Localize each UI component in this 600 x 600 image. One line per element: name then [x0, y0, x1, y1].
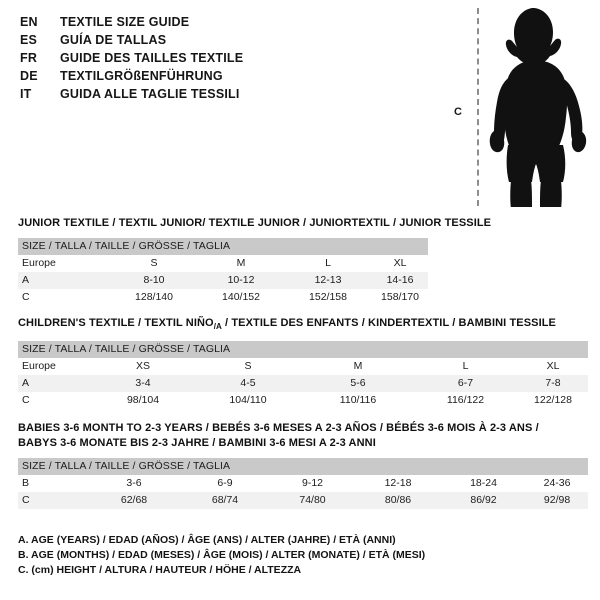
table-row: Europe XS S M L XL [18, 358, 588, 375]
cell: 12-13 [284, 272, 372, 289]
cell: 4-5 [193, 375, 303, 393]
section-title-junior: JUNIOR TEXTILE / TEXTIL JUNIOR/ TEXTILE … [18, 217, 492, 229]
row-label: Europe [22, 257, 56, 269]
cell: 116/122 [446, 394, 485, 407]
language-title-block: EN TEXTILE SIZE GUIDE ES GUÍA DE TALLAS … [20, 13, 420, 103]
language-code: EN [20, 15, 38, 29]
cell: 14-16 [372, 272, 429, 289]
legend-row-b: B. AGE (MONTHS) / EDAD (MESES) / ÂGE (MO… [18, 549, 426, 561]
section-title-children-pre: CHILDREN'S TEXTILE / TEXTIL NIÑO [18, 317, 214, 329]
language-row-en: EN TEXTILE SIZE GUIDE [20, 13, 420, 31]
cell: 9-12 [301, 477, 323, 489]
cell: 6-7 [413, 375, 518, 393]
section-title-children: CHILDREN'S TEXTILE / TEXTIL NIÑO/A / TEX… [18, 316, 588, 334]
table-row: C 62/68 68/74 74/80 80/86 86/92 92/98 [18, 492, 589, 509]
cell: XL [546, 360, 560, 373]
cell: 8-10 [110, 272, 198, 289]
language-row-es: ES GUÍA DE TALLAS [20, 31, 420, 49]
cell: 140/152 [222, 291, 260, 303]
cell: 18-24 [470, 477, 497, 489]
height-figure: C [440, 0, 600, 212]
cell: M [236, 257, 246, 269]
junior-size-table: SIZE / TALLA / TAILLE / GRÖSSE / TAGLIA … [18, 238, 429, 306]
table-row: C 98/104 104/110 110/116 116/122 122/128 [18, 392, 588, 409]
cell: 3-6 [126, 477, 142, 489]
section-title-children-subscript: /A [213, 322, 222, 332]
cell: 122/128 [534, 394, 572, 407]
language-title: TEXTILGRÖßENFÜHRUNG [60, 69, 223, 83]
row-label: Europe [22, 360, 56, 373]
table-row: Europe S M L XL [18, 255, 428, 272]
section-junior: JUNIOR TEXTILE / TEXTIL JUNIOR/ TEXTILE … [18, 216, 491, 306]
section-title-babies-line2: BABYS 3-6 MONATE BIS 2-3 JAHRE / BAMBINI… [18, 437, 376, 449]
cell: M [353, 360, 363, 373]
row-label: A [18, 272, 110, 289]
row-label: C [22, 291, 30, 303]
legend-row-a: A. AGE (YEARS) / EDAD (AÑOS) / ÂGE (ANS)… [18, 534, 396, 546]
cell: 80/86 [355, 492, 441, 509]
cell: 24-36 [543, 477, 571, 489]
cell: L [325, 257, 331, 269]
height-measure-label: C [454, 106, 462, 118]
cell: 3-4 [93, 375, 193, 393]
cell: 68/74 [180, 492, 270, 509]
table-band-row: SIZE / TALLA / TAILLE / GRÖSSE / TAGLIA [18, 341, 588, 359]
language-title: GUÍA DE TALLAS [60, 33, 167, 47]
legend-block: A. AGE (YEARS) / EDAD (AÑOS) / ÂGE (ANS)… [18, 533, 518, 578]
table-band-row: SIZE / TALLA / TAILLE / GRÖSSE / TAGLIA [18, 458, 589, 475]
language-code: FR [20, 51, 38, 65]
cell: 12-18 [384, 477, 412, 489]
row-label: C [18, 492, 88, 509]
cell: 86/92 [441, 492, 526, 509]
language-title: TEXTILE SIZE GUIDE [60, 15, 190, 29]
table-band-row: SIZE / TALLA / TAILLE / GRÖSSE / TAGLIA [18, 238, 429, 255]
section-title-children-post: / TEXTILE DES ENFANTS / KINDERTEXTIL / B… [221, 317, 556, 329]
cell: S [150, 257, 158, 269]
cell: L [462, 360, 469, 373]
toddler-silhouette-icon [489, 8, 587, 207]
cell: 128/140 [135, 291, 173, 303]
band-label-children: SIZE / TALLA / TAILLE / GRÖSSE / TAGLIA [18, 341, 588, 359]
row-label: C [22, 394, 30, 407]
language-row-de: DE TEXTILGRÖßENFÜHRUNG [20, 67, 420, 85]
language-title: GUIDE DES TAILLES TEXTILE [60, 51, 244, 65]
language-code: ES [20, 33, 38, 47]
language-title: GUIDA ALLE TAGLIE TESSILI [60, 87, 240, 101]
row-label: A [18, 375, 93, 393]
cell: 62/68 [88, 492, 180, 509]
table-row: A 3-4 4-5 5-6 6-7 7-8 [18, 375, 588, 393]
language-code: IT [20, 87, 32, 101]
cell: 5-6 [303, 375, 413, 393]
cell: XL [393, 257, 407, 269]
cell: 152/158 [309, 291, 347, 303]
babies-size-table: SIZE / TALLA / TAILLE / GRÖSSE / TAGLIA … [18, 458, 589, 509]
cell: S [244, 360, 252, 373]
section-children: CHILDREN'S TEXTILE / TEXTIL NIÑO/A / TEX… [18, 316, 588, 409]
row-label: B [22, 477, 30, 489]
cell: 92/98 [526, 492, 589, 509]
cell: 7-8 [518, 375, 588, 393]
language-code: DE [20, 69, 38, 83]
section-babies: BABIES 3-6 MONTH TO 2-3 YEARS / BEBÉS 3-… [18, 421, 589, 509]
table-row: B 3-6 6-9 9-12 12-18 18-24 24-36 [18, 475, 588, 492]
cell: 10-12 [198, 272, 284, 289]
height-measure-dashed-line [477, 8, 479, 206]
cell: 104/110 [229, 394, 267, 407]
cell: 74/80 [270, 492, 355, 509]
cell: 110/116 [339, 394, 377, 407]
cell: 6-9 [217, 477, 233, 489]
table-row: A 8-10 10-12 12-13 14-16 [18, 272, 429, 289]
table-row: C 128/140 140/152 152/158 158/170 [18, 289, 428, 306]
children-size-table: SIZE / TALLA / TAILLE / GRÖSSE / TAGLIA … [18, 341, 588, 409]
band-label-babies: SIZE / TALLA / TAILLE / GRÖSSE / TAGLIA [18, 458, 589, 475]
section-title-babies-line1: BABIES 3-6 MONTH TO 2-3 YEARS / BEBÉS 3-… [18, 422, 539, 434]
language-row-it: IT GUIDA ALLE TAGLIE TESSILI [20, 85, 420, 103]
cell: 98/104 [126, 394, 160, 407]
language-row-fr: FR GUIDE DES TAILLES TEXTILE [20, 49, 420, 67]
band-label-junior: SIZE / TALLA / TAILLE / GRÖSSE / TAGLIA [18, 238, 429, 255]
cell: 158/170 [381, 291, 419, 303]
legend-row-c: C. (cm) HEIGHT / ALTURA / HAUTEUR / HÖHE… [18, 564, 302, 576]
cell: XS [135, 360, 150, 373]
